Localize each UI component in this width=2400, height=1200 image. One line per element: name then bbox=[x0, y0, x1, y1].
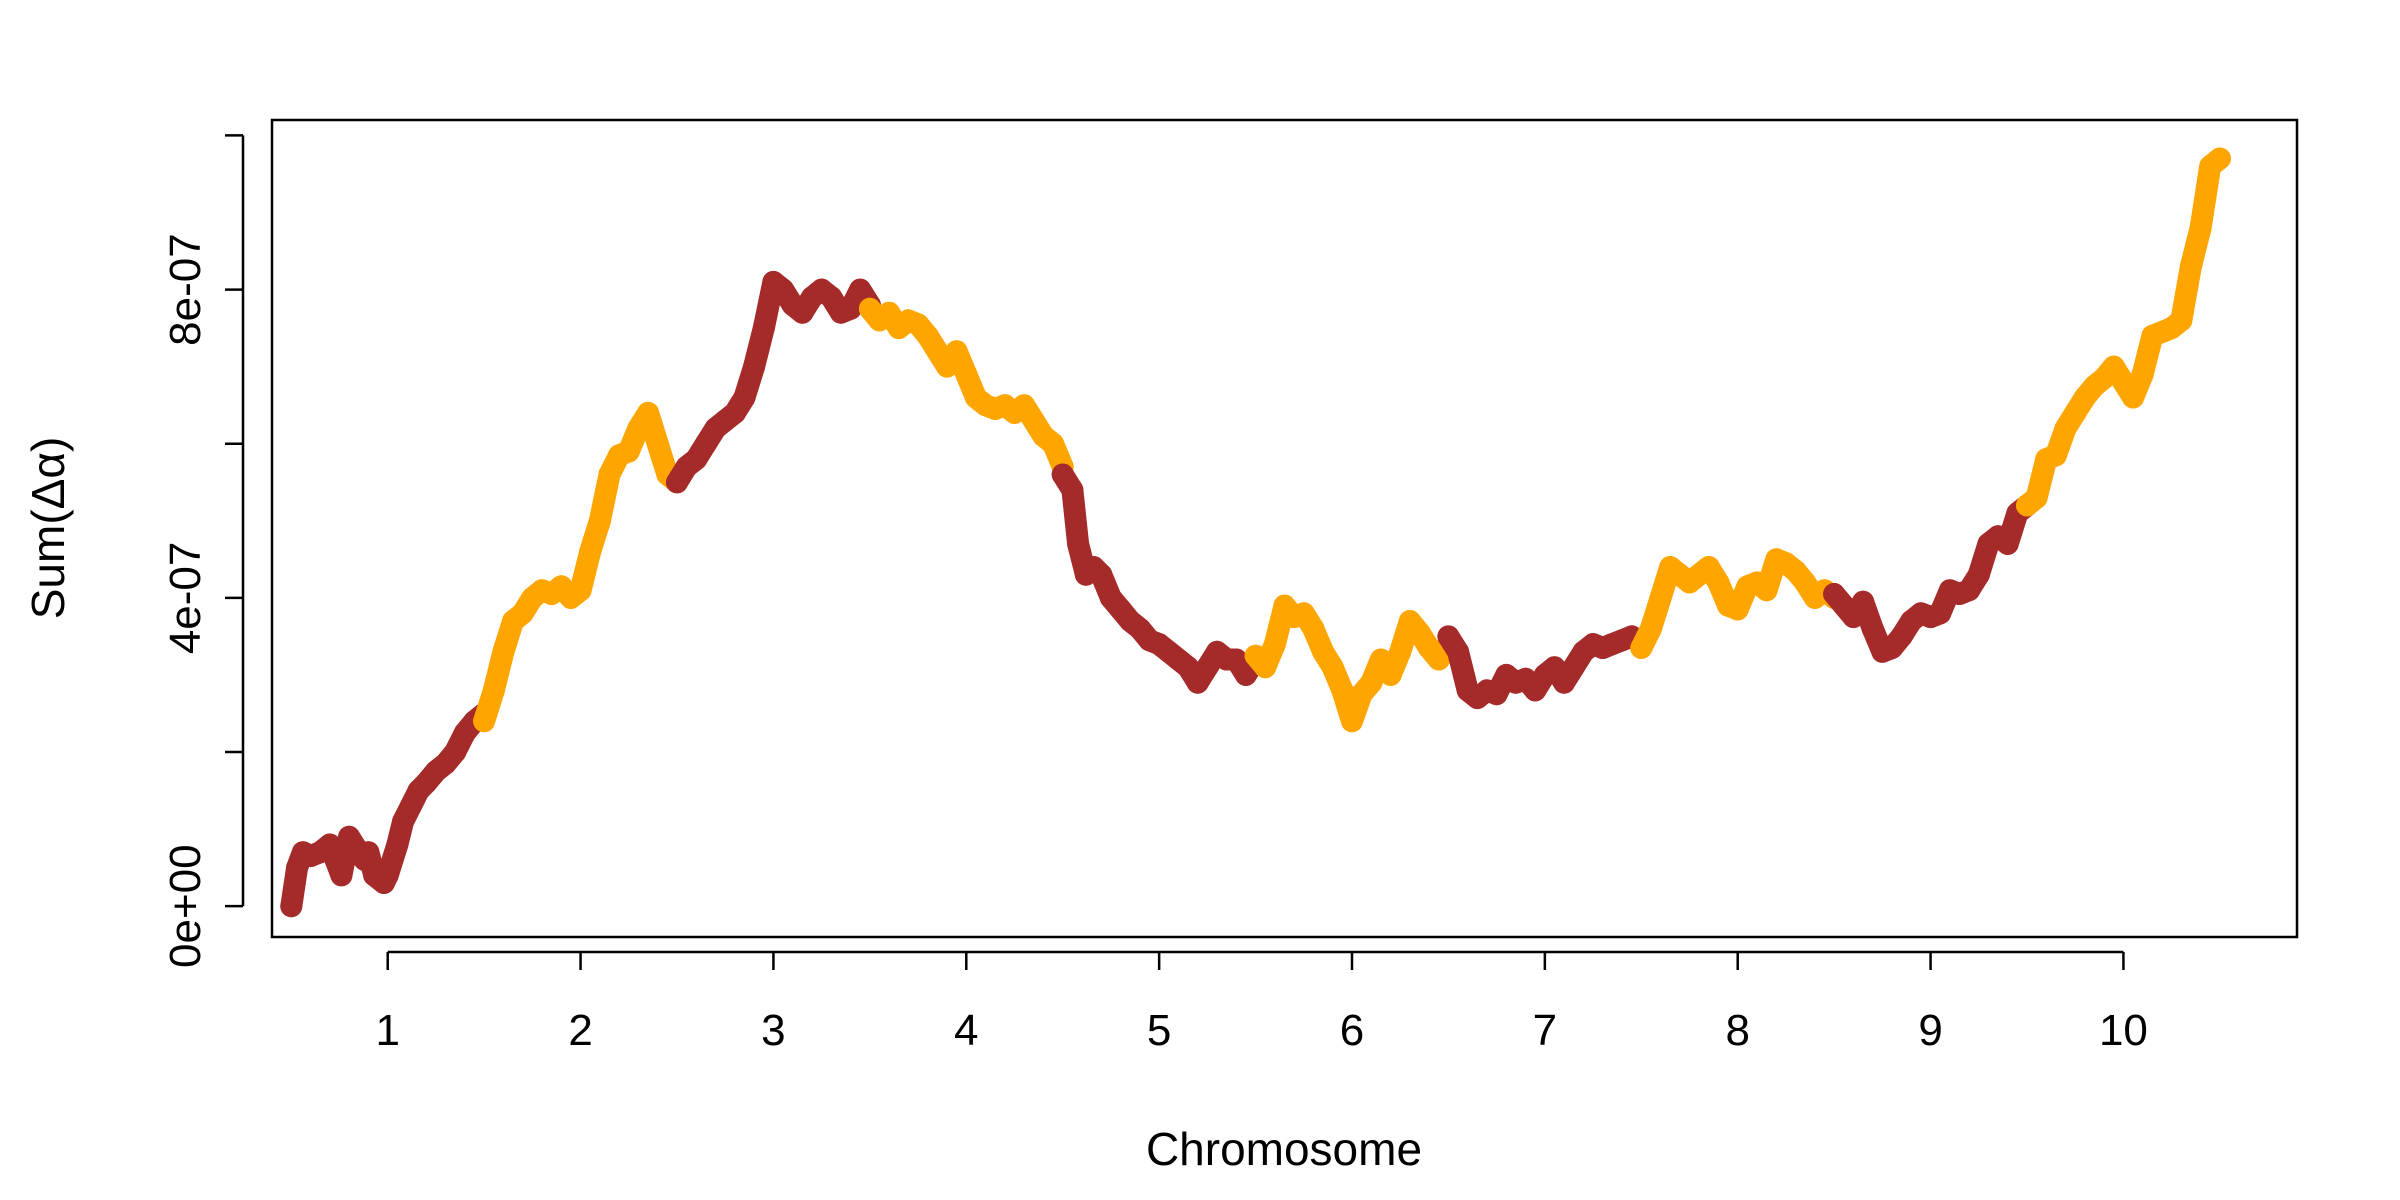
data-point bbox=[569, 579, 592, 602]
x-tick-label: 1 bbox=[375, 1006, 399, 1055]
data-point bbox=[588, 509, 611, 532]
series-chr-7 bbox=[1437, 625, 1653, 710]
data-point bbox=[1852, 590, 1875, 613]
data-point bbox=[1755, 579, 1778, 602]
data-point bbox=[2189, 216, 2212, 239]
data-point bbox=[2044, 444, 2067, 467]
data-point bbox=[1726, 598, 1749, 621]
data-point bbox=[1967, 563, 1990, 586]
data-point bbox=[743, 355, 766, 378]
data-point bbox=[1485, 683, 1508, 706]
data-point bbox=[839, 297, 862, 320]
data-point bbox=[637, 401, 660, 424]
data-point bbox=[2122, 386, 2145, 409]
data-point bbox=[955, 363, 978, 386]
data-point bbox=[1061, 479, 1084, 501]
data-point bbox=[357, 841, 380, 864]
data-point bbox=[1263, 633, 1286, 656]
series-chr-5 bbox=[1051, 463, 1267, 694]
data-point bbox=[598, 463, 621, 486]
x-tick-label: 5 bbox=[1147, 1006, 1171, 1055]
data-point bbox=[1389, 640, 1412, 663]
x-tick-label: 9 bbox=[1918, 1006, 1942, 1055]
series-chr-1 bbox=[280, 702, 496, 918]
data-point bbox=[2208, 147, 2231, 170]
data-point bbox=[646, 432, 669, 455]
plot-frame bbox=[270, 118, 2299, 939]
data-point bbox=[1321, 656, 1344, 679]
data-point bbox=[617, 440, 640, 463]
data-point bbox=[945, 340, 968, 363]
series-chr-3 bbox=[666, 270, 881, 494]
data-point bbox=[1341, 710, 1363, 733]
series-chr-10 bbox=[2016, 147, 2231, 517]
data-point bbox=[376, 864, 399, 887]
data-point bbox=[1254, 656, 1277, 679]
data-point bbox=[1649, 586, 1672, 609]
x-tick-label: 8 bbox=[1725, 1006, 1749, 1055]
y-tick-label: 4e-07 bbox=[161, 542, 210, 655]
y-tick-label: 8e-07 bbox=[161, 233, 210, 346]
data-point bbox=[1090, 563, 1113, 586]
y-axis: 0e+00 4e-07 8e-07 bbox=[161, 134, 245, 968]
data-point bbox=[1042, 432, 1065, 455]
data-point bbox=[1707, 571, 1730, 594]
data-point bbox=[2131, 363, 2154, 386]
series-chr-8 bbox=[1630, 548, 1846, 659]
x-axis: 1 2 3 4 5 6 7 8 9 10 bbox=[375, 950, 2148, 1055]
data-point bbox=[1379, 663, 1402, 686]
series-line-chr-2 bbox=[473, 401, 688, 733]
data-point bbox=[2179, 255, 2202, 278]
x-tick-label: 7 bbox=[1533, 1006, 1557, 1055]
series-chr-4 bbox=[858, 297, 1074, 478]
data-point bbox=[1639, 617, 1662, 640]
data-point bbox=[1630, 637, 1653, 659]
data-point bbox=[482, 679, 505, 702]
x-tick-label: 4 bbox=[954, 1006, 978, 1055]
data-point bbox=[1929, 602, 1952, 625]
data-point bbox=[1360, 671, 1383, 694]
series-chr-6 bbox=[1244, 594, 1460, 733]
data-point bbox=[752, 317, 775, 340]
data-point bbox=[1996, 532, 2019, 555]
x-tick-label: 3 bbox=[761, 1006, 785, 1055]
x-tick-label: 6 bbox=[1340, 1006, 1364, 1055]
data-point bbox=[2170, 309, 2193, 332]
data-point bbox=[330, 864, 353, 887]
x-axis-title: Chromosome bbox=[1146, 1123, 1422, 1175]
data-point bbox=[1067, 532, 1090, 555]
data-point bbox=[1861, 617, 1884, 640]
data-point bbox=[473, 710, 496, 733]
data-point bbox=[444, 741, 467, 763]
data-point bbox=[386, 833, 409, 856]
series-chr-2 bbox=[473, 401, 688, 733]
x-tick-label: 2 bbox=[568, 1006, 592, 1055]
data-point bbox=[492, 640, 515, 663]
series-chr-9 bbox=[1823, 494, 2038, 663]
data-point bbox=[1302, 617, 1325, 640]
series-layer bbox=[280, 147, 2231, 918]
data-point bbox=[1331, 679, 1354, 702]
data-point bbox=[2025, 486, 2048, 509]
y-axis-title: Sum(Δα) bbox=[22, 437, 74, 620]
data-point bbox=[733, 386, 756, 409]
x-tick-label: 10 bbox=[2099, 1006, 2148, 1055]
data-point bbox=[1447, 640, 1470, 663]
data-point bbox=[579, 540, 602, 563]
y-tick-label: 0e+00 bbox=[161, 844, 210, 968]
data-point bbox=[280, 895, 303, 918]
